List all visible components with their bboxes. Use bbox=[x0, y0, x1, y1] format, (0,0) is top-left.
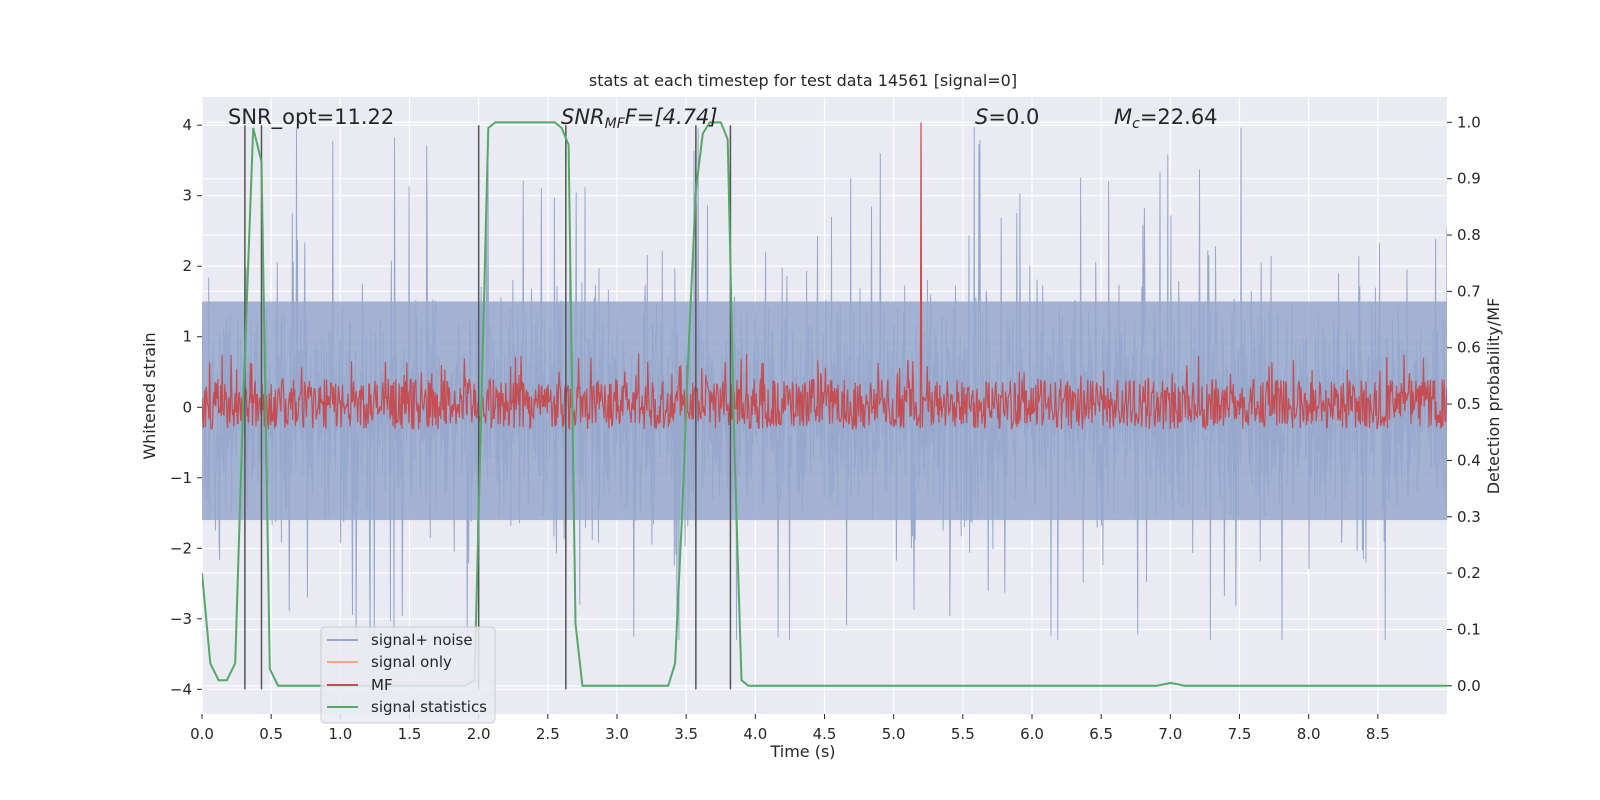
noise-trace bbox=[202, 126, 1447, 641]
annotation-mc-tail: =22.64 bbox=[1140, 105, 1218, 129]
y-right-tick-label: 0.7 bbox=[1457, 282, 1481, 300]
y-right-tick-label: 0.3 bbox=[1457, 508, 1481, 526]
x-tick-label: 6.5 bbox=[1089, 725, 1113, 743]
chart-title: stats at each timestep for test data 145… bbox=[589, 71, 1017, 90]
x-tick-label: 7.5 bbox=[1228, 725, 1252, 743]
y-left-tick-label: 1 bbox=[182, 328, 192, 346]
x-tick-label: 1.5 bbox=[398, 725, 422, 743]
series-signal-statistics bbox=[202, 121, 1447, 687]
y-left-tick-label: 2 bbox=[182, 257, 192, 275]
y-left-tick-label: −2 bbox=[170, 539, 192, 557]
annotation-snr-mf-sub: MF bbox=[605, 116, 626, 132]
annotation-snr-mf-tail: F=[4.74] bbox=[625, 105, 718, 129]
annotation-s-tail: =0.0 bbox=[988, 105, 1039, 129]
legend: signal+ noise signal only MF signal stat… bbox=[320, 626, 496, 724]
y-axis-left-label: Whitened strain bbox=[140, 332, 159, 459]
annotation-snr-opt: SNR_opt=11.22 bbox=[228, 105, 394, 130]
y-left-tick-label: −3 bbox=[170, 610, 192, 628]
y-axis-right-ticks: 0.0 0.1 0.2 0.3 0.4 0.5 0.6 0.7 0.8 0.9 1.0 bbox=[1447, 113, 1481, 695]
x-tick-label: 2.5 bbox=[536, 725, 560, 743]
x-axis-label: Time (s) bbox=[769, 742, 835, 761]
x-tick-label: 1.0 bbox=[328, 725, 352, 743]
legend-label-mf: MF bbox=[371, 676, 393, 694]
annotation-s-main: S bbox=[975, 105, 988, 129]
annotation-snr-mf: SNRMFF=[4.74] bbox=[561, 105, 718, 132]
series-mf bbox=[202, 122, 1447, 431]
x-tick-label: 3.0 bbox=[605, 725, 629, 743]
x-tick-label: 6.0 bbox=[1020, 725, 1044, 743]
x-tick-label: 0.5 bbox=[259, 725, 283, 743]
legend-label-signal-statistics: signal statistics bbox=[371, 698, 487, 716]
x-tick-label: 4.0 bbox=[743, 725, 767, 743]
x-tick-label: 8.5 bbox=[1366, 725, 1390, 743]
plot-area bbox=[201, 97, 1447, 714]
x-tick-label: 5.0 bbox=[882, 725, 906, 743]
signal-statistics-line bbox=[202, 121, 1447, 687]
y-right-tick-label: 0.9 bbox=[1457, 170, 1481, 188]
y-axis-left-ticks: −4 −3 −2 −1 0 1 2 3 4 bbox=[170, 116, 202, 698]
y-left-tick-label: −4 bbox=[170, 680, 192, 698]
x-tick-label: 7.0 bbox=[1158, 725, 1182, 743]
y-right-tick-label: 0.8 bbox=[1457, 226, 1481, 244]
y-left-tick-label: 4 bbox=[182, 116, 192, 134]
annotation-mc: Mc=22.64 bbox=[1114, 105, 1218, 132]
annotation-snr-mf-main: SNR bbox=[561, 105, 605, 129]
x-tick-label: 3.5 bbox=[674, 725, 698, 743]
x-axis-ticks: 0.0 0.5 1.0 1.5 2.0 2.5 3.0 3.5 4.0 4.5 5.0 5.5 6.0 6… bbox=[190, 714, 1390, 743]
legend-box bbox=[320, 626, 496, 724]
y-right-tick-label: 0.1 bbox=[1457, 620, 1481, 638]
y-right-tick-label: 0.0 bbox=[1457, 677, 1481, 695]
y-right-tick-label: 0.2 bbox=[1457, 564, 1481, 582]
y-right-tick-label: 0.5 bbox=[1457, 395, 1481, 413]
annotation-mc-sub: c bbox=[1132, 116, 1140, 132]
legend-label-signal-only: signal only bbox=[371, 653, 452, 671]
legend-label-signal-noise: signal+ noise bbox=[371, 631, 473, 649]
y-left-tick-label: 0 bbox=[182, 398, 192, 416]
x-tick-label: 0.0 bbox=[190, 725, 214, 743]
x-tick-label: 4.5 bbox=[813, 725, 837, 743]
mf-trace bbox=[202, 122, 1447, 431]
x-tick-label: 5.5 bbox=[951, 725, 975, 743]
x-tick-label: 2.0 bbox=[467, 725, 491, 743]
y-right-tick-label: 0.6 bbox=[1457, 339, 1481, 357]
y-right-tick-label: 0.4 bbox=[1457, 451, 1481, 469]
annotation-mc-main: M bbox=[1114, 105, 1132, 129]
y-axis-right-label: Detection probability/MF bbox=[1484, 298, 1503, 495]
y-right-tick-label: 1.0 bbox=[1457, 113, 1481, 131]
y-left-tick-label: 3 bbox=[182, 187, 192, 205]
annotation-s: S=0.0 bbox=[975, 105, 1039, 129]
y-left-tick-label: −1 bbox=[170, 469, 192, 487]
x-tick-label: 8.0 bbox=[1297, 725, 1321, 743]
